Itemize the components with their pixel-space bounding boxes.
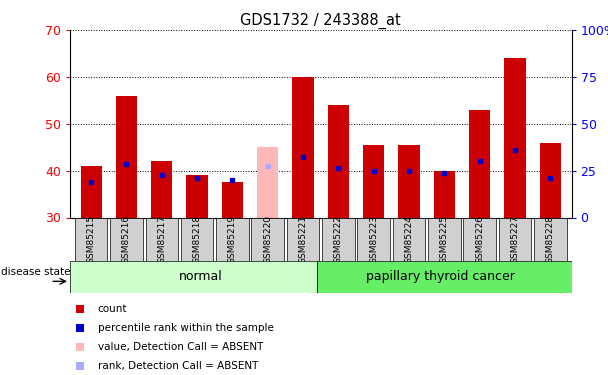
FancyBboxPatch shape xyxy=(110,217,143,261)
Bar xyxy=(469,110,490,218)
Text: GSM85221: GSM85221 xyxy=(299,214,308,264)
Text: rank, Detection Call = ABSENT: rank, Detection Call = ABSENT xyxy=(97,361,258,371)
FancyBboxPatch shape xyxy=(216,217,249,261)
FancyBboxPatch shape xyxy=(499,217,531,261)
FancyBboxPatch shape xyxy=(145,217,178,261)
Text: papillary thyroid cancer: papillary thyroid cancer xyxy=(367,270,515,283)
FancyBboxPatch shape xyxy=(534,217,567,261)
Bar xyxy=(540,142,561,218)
Bar xyxy=(257,147,278,218)
Title: GDS1732 / 243388_at: GDS1732 / 243388_at xyxy=(240,12,401,28)
FancyBboxPatch shape xyxy=(252,217,284,261)
Text: GSM85226: GSM85226 xyxy=(475,214,484,264)
Text: GSM85223: GSM85223 xyxy=(369,214,378,264)
Bar xyxy=(187,176,208,217)
Text: percentile rank within the sample: percentile rank within the sample xyxy=(97,323,274,333)
FancyBboxPatch shape xyxy=(70,261,317,292)
Text: GSM85227: GSM85227 xyxy=(511,214,519,264)
Bar xyxy=(151,161,172,218)
FancyBboxPatch shape xyxy=(463,217,496,261)
FancyBboxPatch shape xyxy=(322,217,354,261)
Bar xyxy=(116,96,137,218)
Text: GSM85222: GSM85222 xyxy=(334,214,343,264)
Bar xyxy=(222,182,243,218)
Bar xyxy=(292,77,314,218)
Text: count: count xyxy=(97,304,127,314)
Bar xyxy=(363,145,384,218)
FancyBboxPatch shape xyxy=(358,217,390,261)
Text: GSM85225: GSM85225 xyxy=(440,214,449,264)
Text: GSM85228: GSM85228 xyxy=(546,214,555,264)
FancyBboxPatch shape xyxy=(75,217,108,261)
FancyBboxPatch shape xyxy=(287,217,319,261)
Text: disease state: disease state xyxy=(1,267,71,277)
FancyBboxPatch shape xyxy=(428,217,461,261)
Text: normal: normal xyxy=(179,270,223,283)
Text: GSM85217: GSM85217 xyxy=(157,214,166,264)
Bar xyxy=(434,171,455,217)
Bar xyxy=(80,166,102,218)
Text: GSM85216: GSM85216 xyxy=(122,214,131,264)
Text: GSM85219: GSM85219 xyxy=(228,214,237,264)
Bar xyxy=(505,58,525,217)
FancyBboxPatch shape xyxy=(181,217,213,261)
Text: GSM85218: GSM85218 xyxy=(193,214,202,264)
Text: GSM85224: GSM85224 xyxy=(404,214,413,264)
Text: GSM85220: GSM85220 xyxy=(263,214,272,264)
Bar xyxy=(328,105,349,218)
FancyBboxPatch shape xyxy=(393,217,425,261)
Bar xyxy=(398,145,420,218)
Text: value, Detection Call = ABSENT: value, Detection Call = ABSENT xyxy=(97,342,263,352)
FancyBboxPatch shape xyxy=(317,261,586,292)
Text: GSM85215: GSM85215 xyxy=(86,214,95,264)
